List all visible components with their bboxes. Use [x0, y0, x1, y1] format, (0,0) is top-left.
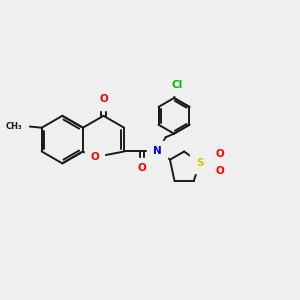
Text: O: O: [216, 167, 224, 176]
Text: S: S: [196, 158, 203, 168]
Text: Cl: Cl: [171, 80, 183, 90]
Text: O: O: [99, 94, 108, 104]
Text: O: O: [216, 149, 224, 159]
Text: O: O: [90, 152, 99, 162]
Text: O: O: [138, 163, 146, 173]
Text: N: N: [153, 146, 162, 157]
Text: CH₃: CH₃: [6, 122, 23, 131]
